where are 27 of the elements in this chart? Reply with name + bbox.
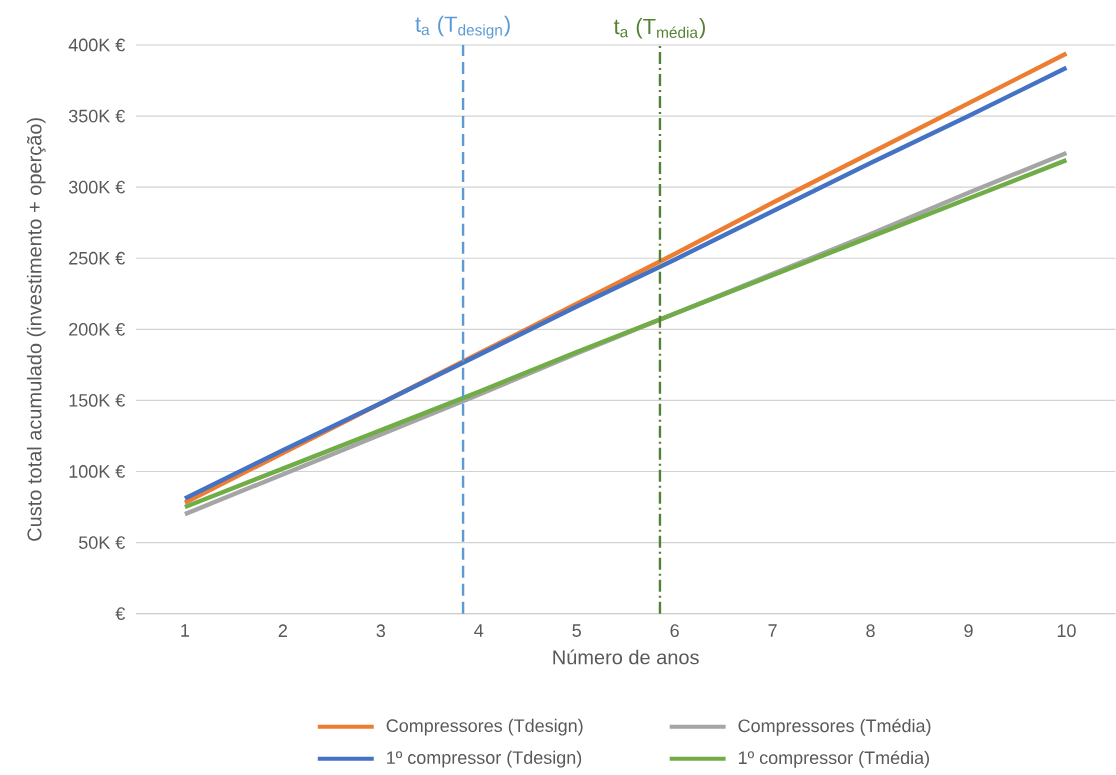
- x-axis-title: Número de anos: [553, 649, 699, 665]
- ref-line-label: t$_{a}$ (T$_{design}$): [415, 16, 510, 39]
- x-tick-label: 3: [376, 624, 386, 638]
- x-tick-label: 1: [181, 624, 190, 637]
- x-tick-label: 5: [572, 624, 581, 638]
- x-tick-label: 4: [474, 624, 484, 637]
- x-tick-label: 10: [1057, 624, 1076, 638]
- y-tick-label: 400K €: [68, 38, 125, 52]
- y-tick-label: €: [115, 607, 126, 621]
- y-tick-label: 250K €: [69, 252, 125, 265]
- legend-label: Compressores (Tdesign): [386, 719, 583, 736]
- legend-label: 1º compressor (Tdesign): [387, 750, 582, 768]
- x-tick-label: 2: [278, 624, 287, 638]
- ref-line-label: t$_{a}$ (T$_{média}$): [613, 18, 705, 39]
- legend-label: Compressores (Tmédia): [738, 718, 931, 736]
- x-tick-label: 8: [866, 624, 875, 638]
- legend-label: 1º compressor (Tmédia): [739, 750, 929, 768]
- y-tick-label: 150K €: [69, 394, 125, 407]
- y-tick-label: 350K €: [68, 109, 125, 123]
- y-tick-label: 50K €: [78, 536, 125, 550]
- x-tick-label: 9: [964, 624, 973, 638]
- x-tick-label: 7: [768, 624, 777, 637]
- y-axis-title: Custo total acumulado (investimento + operção): [26, 118, 46, 541]
- y-tick-label: 300K €: [68, 180, 125, 194]
- y-tick-label: 100K €: [69, 465, 125, 479]
- x-tick-label: 6: [670, 624, 679, 638]
- y-tick-label: 200K €: [69, 323, 125, 336]
